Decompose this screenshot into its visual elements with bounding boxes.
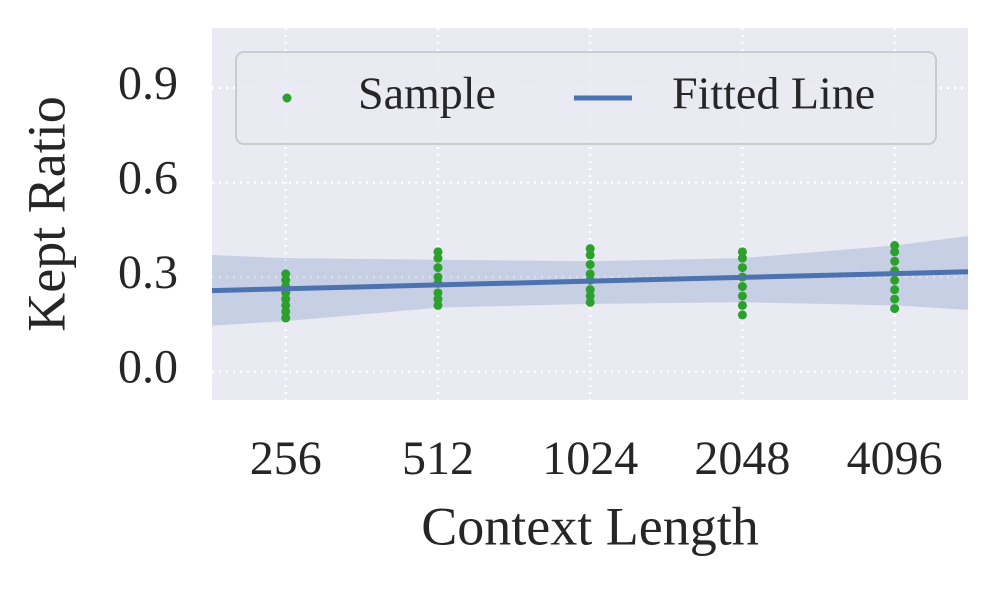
sample-point xyxy=(585,269,595,279)
sample-point xyxy=(433,263,443,273)
sample-point xyxy=(281,300,291,310)
x-axis-label: Context Length xyxy=(421,496,758,556)
sample-point xyxy=(737,310,747,320)
sample-point xyxy=(433,300,443,310)
y-tick-label: 0.6 xyxy=(118,151,178,204)
sample-point xyxy=(281,307,291,317)
sample-point xyxy=(737,291,747,301)
sample-point xyxy=(281,269,291,279)
sample-point xyxy=(433,294,443,304)
x-tick-label: 512 xyxy=(402,432,474,485)
sample-point xyxy=(737,282,747,292)
legend: Sample Fitted Line xyxy=(235,51,937,145)
sample-point xyxy=(585,250,595,260)
sample-point xyxy=(433,288,443,298)
sample-point xyxy=(281,275,291,285)
sample-point xyxy=(890,241,900,251)
sample-point xyxy=(281,294,291,304)
sample-point xyxy=(737,247,747,257)
x-tick-label: 1024 xyxy=(542,432,638,485)
sample-point xyxy=(585,244,595,254)
sample-point xyxy=(433,272,443,282)
sample-point xyxy=(890,304,900,314)
sample-point xyxy=(890,247,900,257)
sample-point xyxy=(890,285,900,295)
fitted-line xyxy=(212,269,968,294)
sample-point xyxy=(433,253,443,263)
x-tick-label: 256 xyxy=(250,432,322,485)
y-axis-label: Kept Ratio xyxy=(16,96,76,331)
sample-point xyxy=(737,253,747,263)
y-tick-label: 0.9 xyxy=(118,57,178,110)
sample-point xyxy=(585,259,595,269)
sample-point xyxy=(585,297,595,307)
sample-point xyxy=(281,313,291,323)
sample-point xyxy=(585,285,595,295)
x-tick-label: 2048 xyxy=(694,432,790,485)
sample-point xyxy=(890,256,900,266)
legend-marker xyxy=(282,93,292,103)
sample-point xyxy=(433,247,443,257)
sample-point xyxy=(737,300,747,310)
sample-point xyxy=(890,275,900,285)
y-tick-label: 0.3 xyxy=(118,246,178,299)
legend-label: Fitted Line xyxy=(672,68,875,119)
sample-point xyxy=(585,291,595,301)
x-tick-label: 4096 xyxy=(847,432,943,485)
sample-point xyxy=(737,263,747,273)
y-tick-label: 0.0 xyxy=(118,341,178,394)
sample-point xyxy=(890,294,900,304)
legend-label: Sample xyxy=(358,68,496,119)
